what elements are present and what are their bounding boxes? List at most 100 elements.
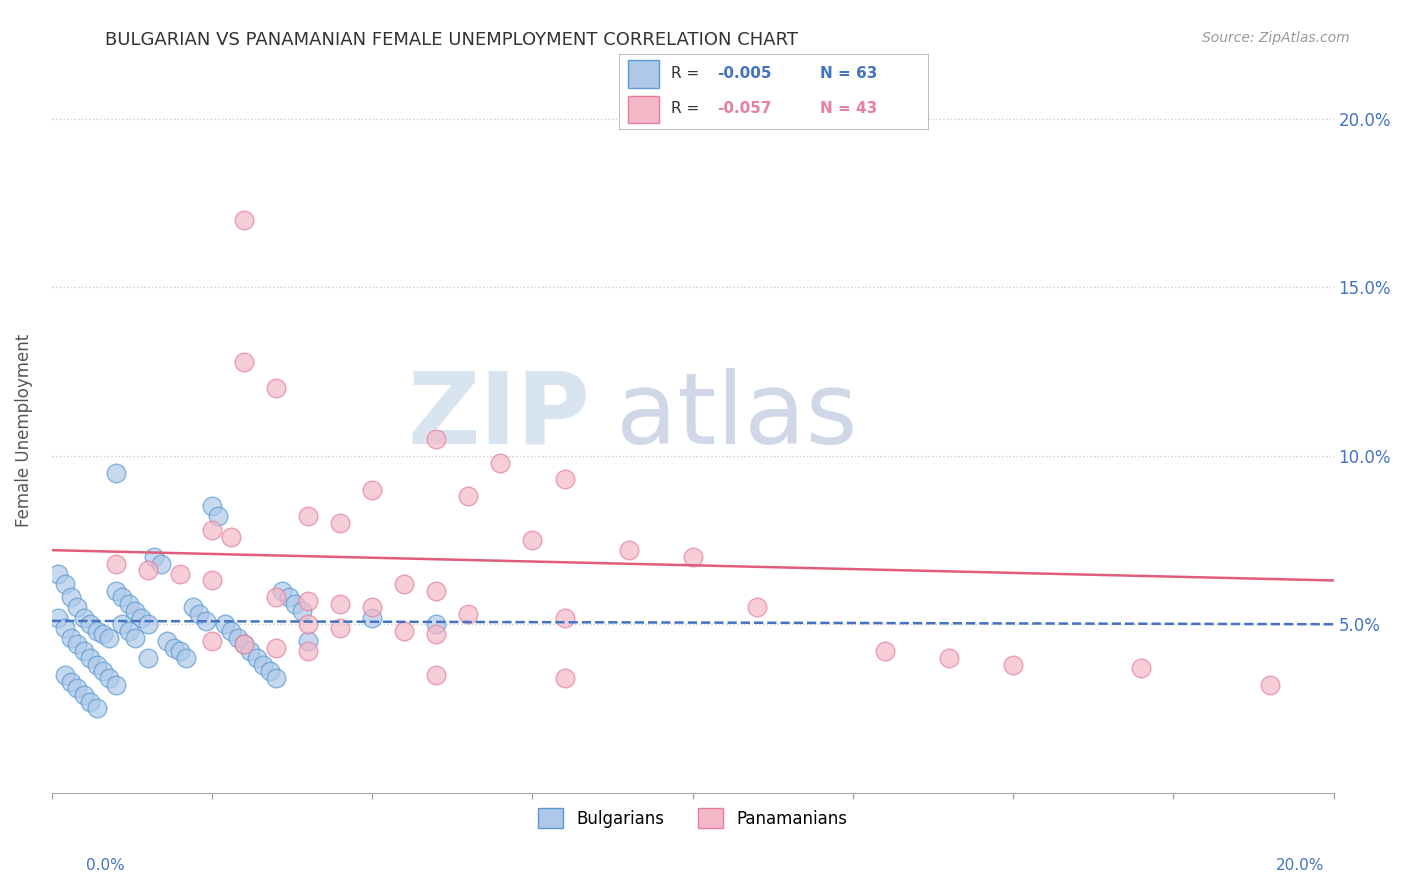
Point: [201, 574, 224, 588]
Point: [252, 657, 274, 672]
Point: [46, 610, 69, 624]
Point: [66, 681, 89, 696]
Point: [194, 614, 217, 628]
Point: [53, 621, 76, 635]
Point: [86, 624, 108, 638]
Point: [617, 543, 640, 558]
Point: [136, 563, 159, 577]
Point: [522, 533, 544, 547]
Point: [201, 500, 224, 514]
Point: [264, 671, 287, 685]
Point: [91, 665, 114, 679]
Point: [73, 610, 96, 624]
Point: [1258, 678, 1281, 692]
Text: 20.0%: 20.0%: [1277, 858, 1324, 872]
Point: [104, 466, 127, 480]
Point: [156, 634, 179, 648]
Point: [111, 617, 134, 632]
Point: [66, 600, 89, 615]
Point: [53, 577, 76, 591]
Point: [118, 597, 141, 611]
Text: atlas: atlas: [616, 368, 858, 465]
Point: [271, 583, 294, 598]
Point: [226, 631, 249, 645]
Point: [297, 617, 319, 632]
Point: [91, 627, 114, 641]
Point: [246, 651, 269, 665]
Point: [188, 607, 211, 622]
FancyBboxPatch shape: [628, 61, 659, 87]
Point: [745, 600, 768, 615]
Point: [98, 631, 121, 645]
Point: [361, 610, 384, 624]
Point: [264, 591, 287, 605]
Point: [553, 610, 575, 624]
Point: [457, 489, 479, 503]
Legend: Bulgarians, Panamanians: Bulgarians, Panamanians: [531, 801, 853, 835]
Point: [207, 509, 229, 524]
Text: R =: R =: [671, 67, 704, 81]
Point: [394, 577, 416, 591]
Point: [425, 583, 447, 598]
Point: [1002, 657, 1025, 672]
Point: [111, 591, 134, 605]
Point: [59, 591, 82, 605]
Point: [149, 557, 172, 571]
Point: [124, 631, 146, 645]
FancyBboxPatch shape: [628, 96, 659, 123]
Point: [73, 688, 96, 702]
Point: [59, 631, 82, 645]
Point: [176, 651, 198, 665]
Point: [201, 523, 224, 537]
Point: [86, 701, 108, 715]
Point: [219, 624, 242, 638]
Point: [169, 566, 191, 581]
Point: [79, 695, 101, 709]
Point: [104, 583, 127, 598]
Point: [277, 591, 299, 605]
Point: [169, 644, 191, 658]
Point: [79, 651, 101, 665]
Point: [181, 600, 204, 615]
Point: [457, 607, 479, 622]
Point: [297, 634, 319, 648]
Point: [329, 516, 352, 531]
Point: [239, 644, 262, 658]
Point: [143, 549, 166, 564]
Point: [162, 640, 184, 655]
Point: [297, 509, 319, 524]
Text: Source: ZipAtlas.com: Source: ZipAtlas.com: [1202, 31, 1350, 45]
Point: [425, 627, 447, 641]
Point: [329, 597, 352, 611]
Point: [53, 667, 76, 681]
Text: BULGARIAN VS PANAMANIAN FEMALE UNEMPLOYMENT CORRELATION CHART: BULGARIAN VS PANAMANIAN FEMALE UNEMPLOYM…: [105, 31, 799, 49]
Text: R =: R =: [671, 102, 704, 116]
Point: [489, 456, 512, 470]
Point: [264, 382, 287, 396]
Point: [297, 593, 319, 607]
Point: [79, 617, 101, 632]
Point: [233, 637, 256, 651]
Point: [361, 483, 384, 497]
Text: ZIP: ZIP: [408, 368, 591, 465]
Point: [233, 213, 256, 227]
Point: [873, 644, 896, 658]
Point: [59, 674, 82, 689]
Point: [425, 432, 447, 446]
Text: 0.0%: 0.0%: [86, 858, 125, 872]
Point: [201, 634, 224, 648]
Point: [329, 621, 352, 635]
Point: [104, 678, 127, 692]
Point: [394, 624, 416, 638]
Point: [425, 617, 447, 632]
Point: [1130, 661, 1153, 675]
Point: [104, 557, 127, 571]
Point: [46, 566, 69, 581]
Text: -0.005: -0.005: [717, 67, 772, 81]
Point: [291, 604, 314, 618]
Point: [425, 667, 447, 681]
Point: [553, 671, 575, 685]
Y-axis label: Female Unemployment: Female Unemployment: [15, 334, 32, 527]
Point: [233, 354, 256, 368]
Point: [98, 671, 121, 685]
